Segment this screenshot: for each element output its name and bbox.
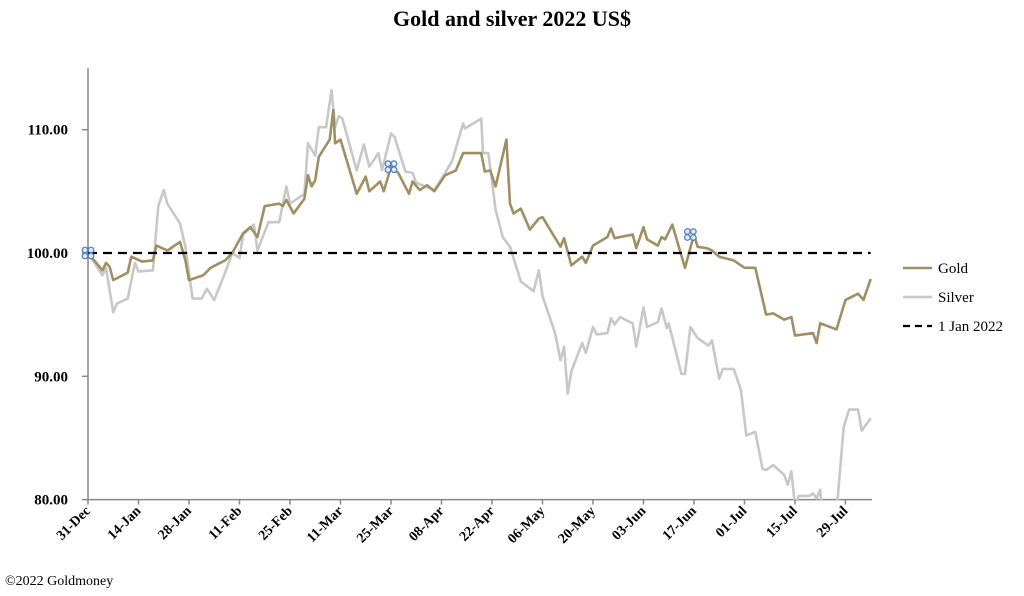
x-tick-label: 31-Dec <box>54 504 94 544</box>
chart-title: Gold and silver 2022 US$ <box>393 6 631 31</box>
x-tick-label: 17-Jun <box>660 504 700 544</box>
x-tick-label: 28-Jan <box>156 504 195 543</box>
legend-label: 1 Jan 2022 <box>938 319 1003 335</box>
x-tick-label: 29-Jul <box>814 504 851 541</box>
markers-group <box>81 160 697 260</box>
copyright-footer: ©2022 Goldmoney <box>5 574 114 589</box>
y-tick-label: 80.00 <box>34 493 68 509</box>
legend: Gold Silver 1 Jan 2022 <box>903 261 1003 335</box>
x-tick-label: 25-Mar <box>354 504 396 546</box>
x-tick-label: 20-May <box>556 504 599 547</box>
x-tick-label: 14-Jan <box>105 504 144 543</box>
legend-item: 1 Jan 2022 <box>903 319 1003 335</box>
x-tick-label: 06-May <box>505 504 548 547</box>
x-tick-label: 25-Feb <box>256 504 296 544</box>
x-tick-label: 22-Apr <box>457 504 498 545</box>
x-tick-label: 01-Jul <box>713 504 750 541</box>
x-tick-label: 15-Jul <box>764 504 801 541</box>
series-line-gold <box>88 108 872 345</box>
legend-label: Silver <box>938 290 974 306</box>
axes: 80.00 90.00 100.00 110.00 31-Dec 14-Jan 28-Jan… <box>27 68 872 547</box>
x-tick-label: 03-Jun <box>610 504 650 544</box>
x-tick-label: 08-Apr <box>406 504 447 545</box>
selection-handle-icon <box>384 160 398 174</box>
y-tick-label: 110.00 <box>28 123 68 139</box>
x-tick-label: 11-Feb <box>206 504 245 543</box>
y-tick-label: 100.00 <box>27 246 68 262</box>
x-tick-label: 11-Mar <box>304 504 346 546</box>
legend-label: Gold <box>938 261 969 277</box>
legend-item: Silver <box>903 290 974 306</box>
series-group <box>88 88 872 500</box>
y-tick-label: 90.00 <box>34 369 68 385</box>
selection-handle-icon <box>683 228 697 241</box>
selection-handle-icon <box>81 246 95 260</box>
legend-item: Gold <box>903 261 969 277</box>
